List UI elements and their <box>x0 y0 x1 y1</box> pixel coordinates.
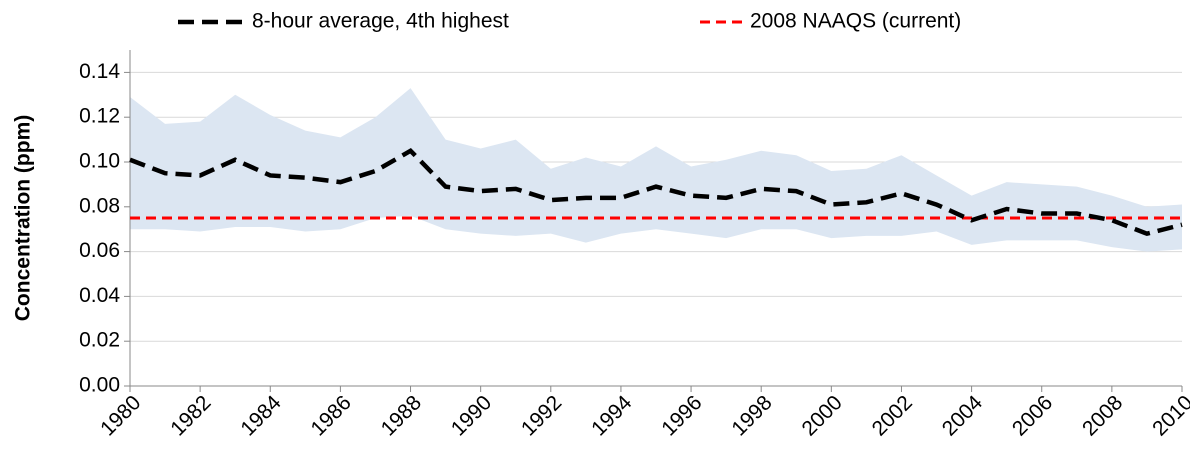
y-tick-label: 0.08 <box>79 194 120 217</box>
y-tick-label: 0.04 <box>79 284 120 307</box>
x-tick-label: 1980 <box>96 391 145 440</box>
x-tick-label: 2004 <box>938 391 988 441</box>
range-band <box>130 88 1182 252</box>
y-tick-label: 0.06 <box>79 239 120 262</box>
y-tick-label: 0.14 <box>79 60 120 83</box>
x-tick-label: 1990 <box>447 391 496 440</box>
x-tick-label: 1986 <box>307 391 356 440</box>
x-tick-label: 1996 <box>657 391 706 440</box>
x-tick-label: 1992 <box>517 391 566 440</box>
y-tick-label: 0.12 <box>79 105 120 128</box>
legend-label: 2008 NAAQS (current) <box>750 10 961 33</box>
x-tick-label: 2008 <box>1078 391 1127 440</box>
x-tick-label: 2006 <box>1008 391 1057 440</box>
y-axis-label: Concentration (ppm) <box>12 115 35 321</box>
x-tick-label: 1988 <box>377 391 426 440</box>
x-tick-label: 1998 <box>727 391 776 440</box>
x-tick-label: 1984 <box>236 391 286 441</box>
legend-label: 8-hour average, 4th highest <box>252 10 509 33</box>
x-tick-label: 2000 <box>797 391 846 440</box>
x-tick-label: 2010 <box>1148 391 1190 440</box>
y-tick-label: 0.00 <box>79 374 120 397</box>
y-tick-label: 0.10 <box>79 150 120 173</box>
x-tick-label: 1994 <box>587 391 637 441</box>
y-tick-label: 0.02 <box>79 329 120 352</box>
x-tick-label: 1982 <box>166 391 215 440</box>
x-tick-label: 2002 <box>868 391 917 440</box>
series-line <box>129 147 1183 237</box>
